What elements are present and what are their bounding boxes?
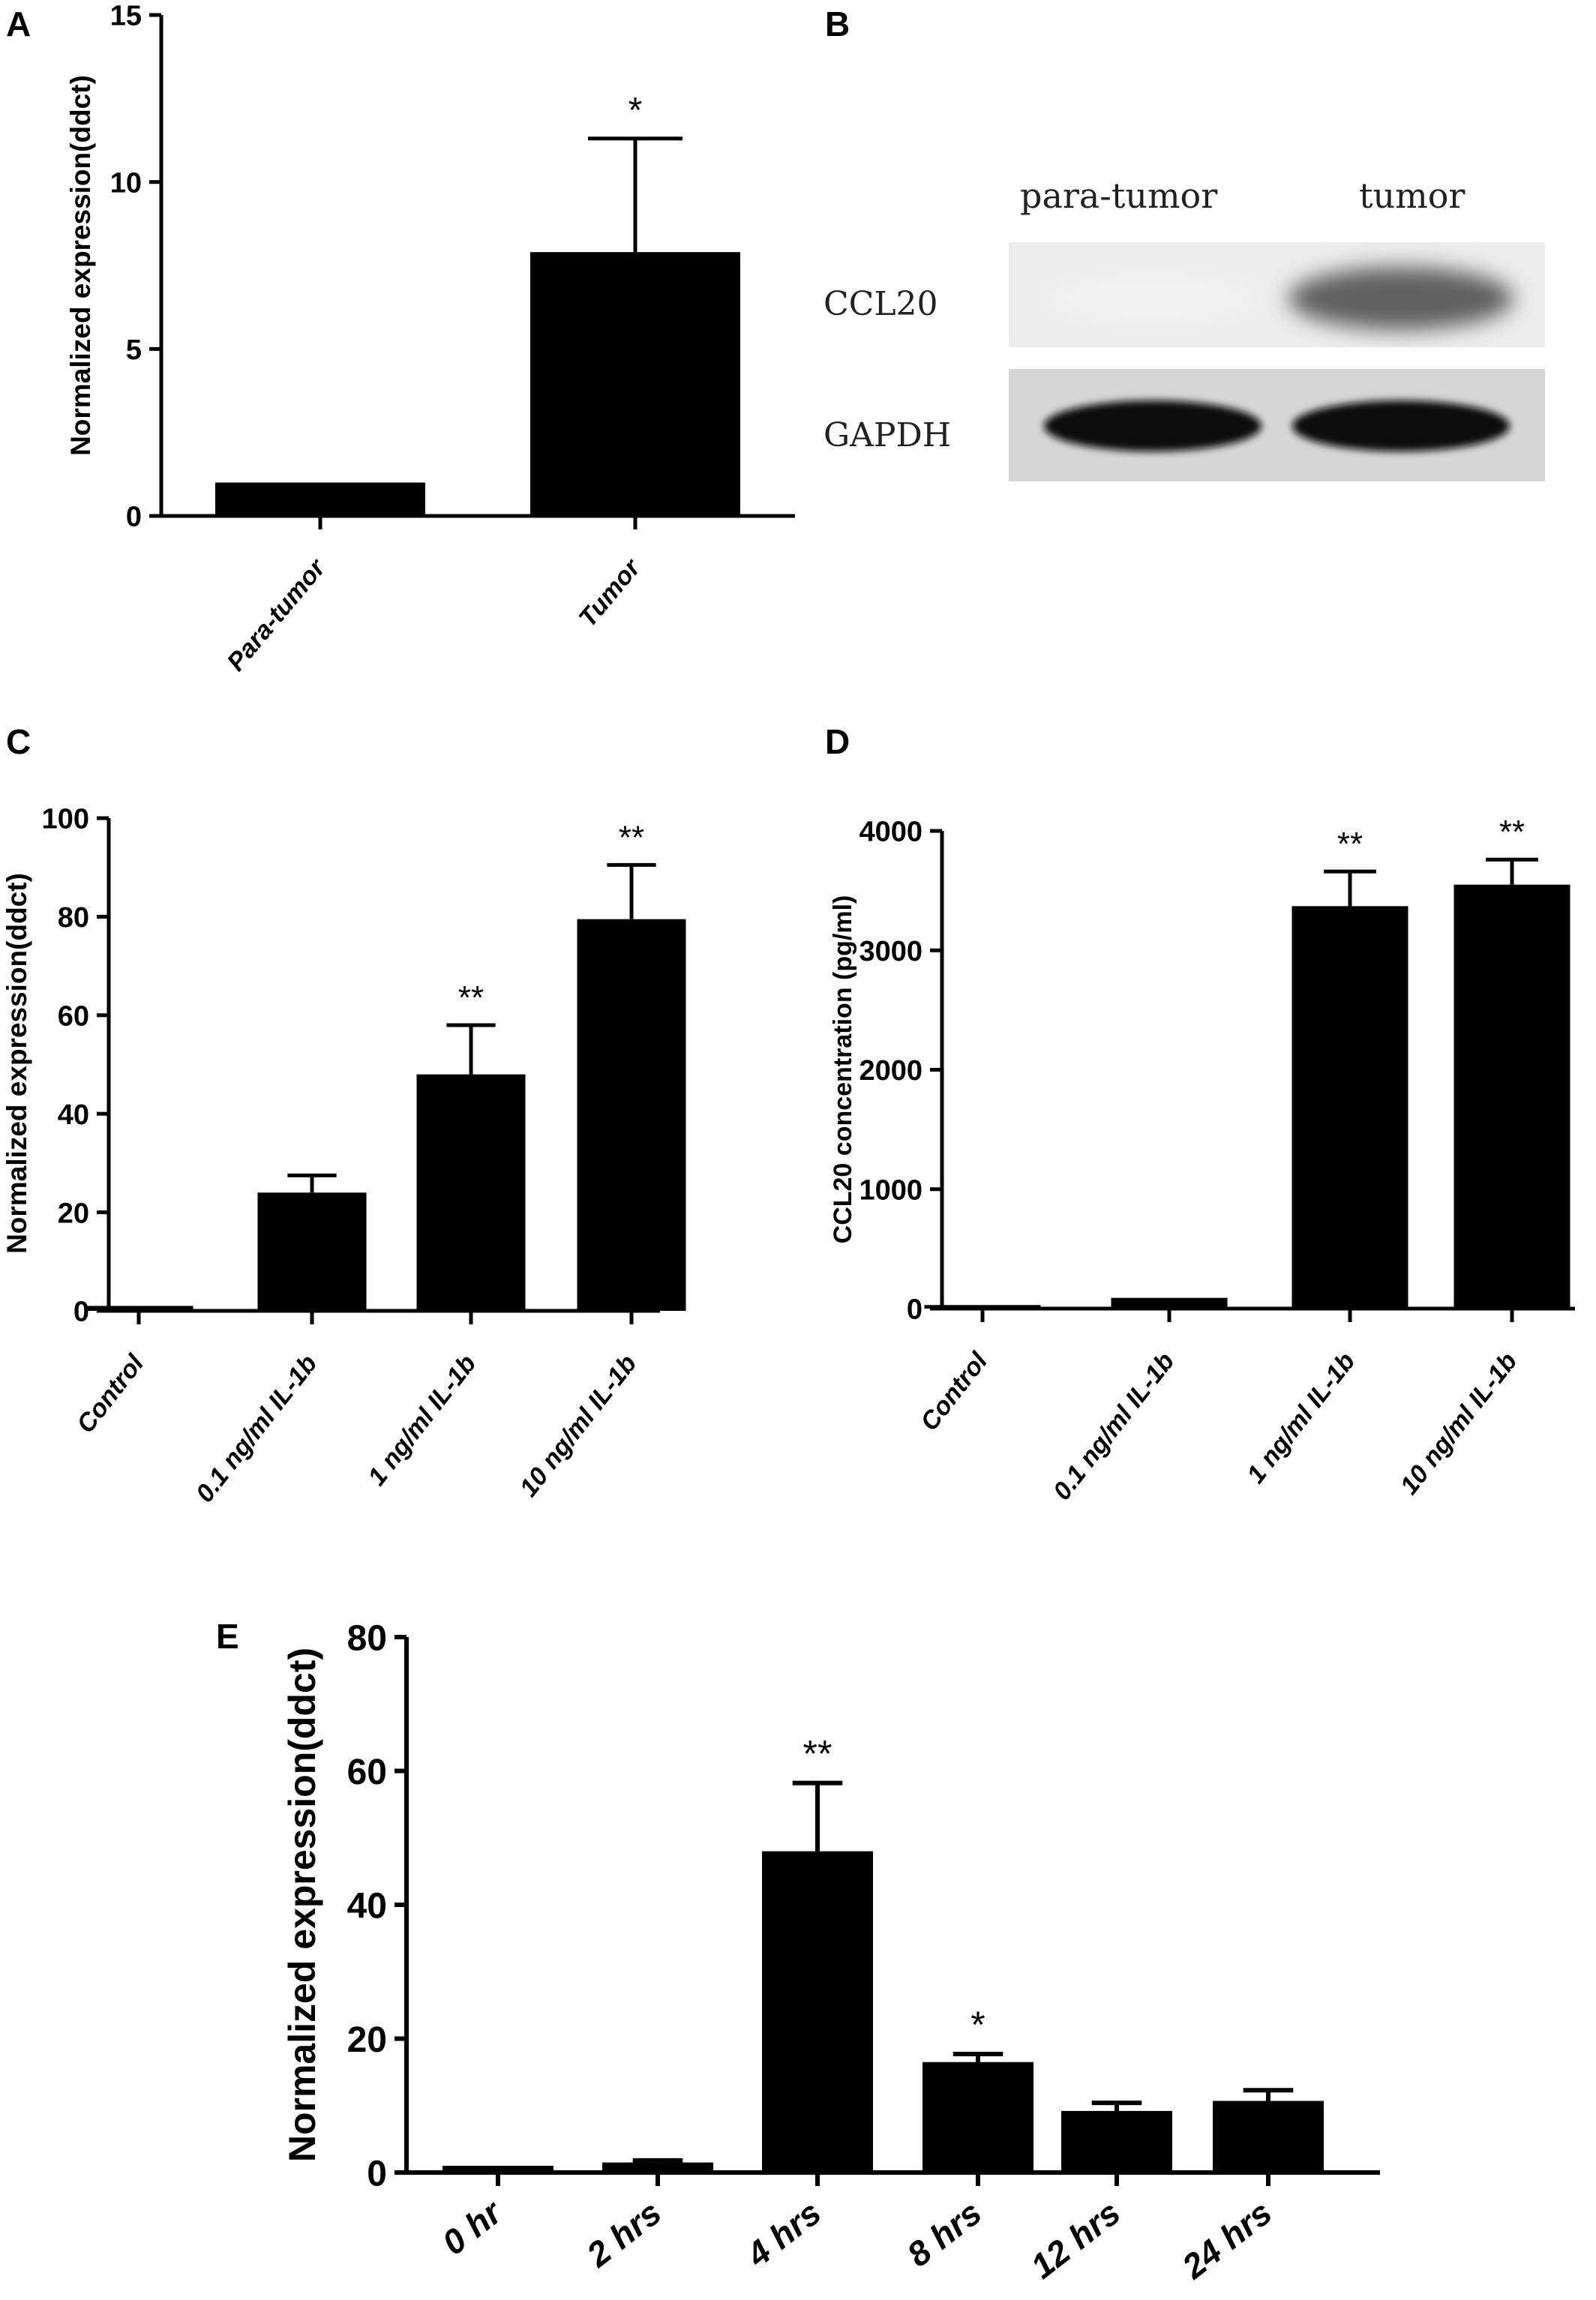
bar — [1111, 1297, 1228, 1309]
y-axis-title-c: Normalized expression(ddct) — [2, 873, 32, 1254]
y-tick-label: 0 — [126, 502, 142, 533]
y-tick-label: 0 — [907, 1294, 922, 1326]
x-tick-label: Para-tumor — [221, 553, 332, 676]
blot-band-ccl20 — [1288, 267, 1514, 330]
y-tick-label: 40 — [58, 1099, 89, 1131]
panel-letter-e: E — [216, 1617, 239, 1656]
blot-column-label-tumor: tumor — [1359, 175, 1465, 216]
x-tick-label: 1 ng/ml IL-1b — [362, 1350, 482, 1492]
y-tick-label: 20 — [58, 1198, 89, 1229]
x-tick-label: Tumor — [573, 553, 646, 632]
bar — [762, 1851, 873, 2173]
x-tick-label: 1 ng/ml IL-1b — [1241, 1348, 1360, 1489]
y-tick-label: 3000 — [859, 936, 922, 967]
western-blot: para-tumor tumor CCL20 GAPDH — [824, 175, 1545, 481]
y-tick-label: 10 — [110, 167, 142, 199]
panel-letter-a: A — [6, 4, 31, 43]
y-tick-label: 60 — [347, 1753, 387, 1792]
y-tick-label: 100 — [42, 804, 89, 835]
bar — [215, 482, 425, 516]
chart-panel-d: 0 1000 2000 3000 4000 CCL20 concentration (pg… — [829, 814, 1575, 1506]
x-tick-label: 12 hrs — [1023, 2193, 1127, 2286]
y-tick-label: 40 — [347, 1886, 387, 1926]
significance-marker: ** — [458, 979, 484, 1016]
blot-column-label-para-tumor: para-tumor — [1020, 175, 1217, 216]
blot-band-gapdh — [1044, 400, 1262, 451]
y-tick-label: 80 — [58, 902, 89, 934]
y-axis-title-e: Normalized expression(ddct) — [281, 1648, 323, 2162]
bar — [84, 1306, 194, 1311]
x-tick-label: 24 hrs — [1174, 2193, 1280, 2287]
significance-marker: * — [970, 2004, 985, 2046]
x-tick-label: 0.1 ng/ml IL-1b — [190, 1350, 323, 1508]
bar — [442, 2166, 554, 2173]
bar — [257, 1192, 367, 1311]
bar — [1292, 906, 1408, 1309]
x-tick-label: 8 hrs — [899, 2193, 988, 2275]
y-tick-label: 0 — [74, 1297, 89, 1328]
chart-panel-e: 0 20 40 60 80 Normalized expression(ddct) 0 hr… — [281, 1618, 1380, 2287]
y-axis-title-a: Normalized expression(ddct) — [65, 75, 96, 456]
blot-band-ccl20 — [1040, 267, 1265, 330]
blot-row-label-ccl20: CCL20 — [824, 285, 938, 323]
y-tick-label: 15 — [110, 1, 142, 32]
bar — [1213, 2101, 1324, 2173]
bar — [1061, 2110, 1172, 2173]
x-tick-label: 4 hrs — [739, 2193, 828, 2275]
panel-letter-d: D — [825, 722, 850, 761]
y-tick-label: 5 — [126, 334, 142, 366]
y-tick-label: 20 — [347, 2020, 387, 2060]
blot-band-gapdh — [1292, 400, 1510, 451]
significance-marker: ** — [1499, 814, 1525, 850]
bar — [577, 919, 686, 1311]
bar — [1454, 884, 1570, 1309]
bar — [602, 2162, 713, 2173]
x-tick-label: 10 ng/ml IL-1b — [1395, 1348, 1523, 1501]
bar — [922, 2062, 1034, 2173]
significance-marker: ** — [619, 819, 644, 856]
x-tick-label: 0 hr — [435, 2192, 510, 2263]
significance-marker: ** — [1337, 826, 1363, 862]
x-tick-label: 2 hrs — [579, 2193, 668, 2275]
y-tick-label: 2000 — [859, 1055, 922, 1087]
blot-row-label-gapdh: GAPDH — [824, 416, 951, 454]
chart-panel-c: 0 20 40 60 80 100 Normalized expression(ddct) C… — [2, 804, 686, 1508]
x-tick-label: Control — [71, 1348, 150, 1438]
x-tick-label: 0.1 ng/ml IL-1b — [1048, 1348, 1180, 1506]
significance-marker: * — [628, 91, 643, 130]
panel-letter-b: B — [825, 4, 850, 43]
significance-marker: ** — [803, 1733, 832, 1775]
x-tick-label: 10 ng/ml IL-1b — [514, 1350, 643, 1503]
y-tick-label: 0 — [367, 2154, 387, 2194]
y-tick-label: 4000 — [859, 817, 922, 848]
chart-panel-a: 0 5 10 15 Normalized expression(ddct) Para-tu… — [65, 1, 795, 676]
bar — [530, 252, 740, 516]
panel-letter-c: C — [6, 722, 31, 761]
bar — [416, 1074, 526, 1311]
blot-bands — [1040, 267, 1514, 451]
bar — [924, 1305, 1041, 1309]
y-tick-label: 1000 — [859, 1174, 922, 1206]
x-tick-label: Control — [915, 1346, 994, 1436]
y-tick-label: 60 — [58, 1000, 89, 1032]
y-tick-label: 80 — [347, 1618, 387, 1658]
y-axis-title-d: CCL20 concentration (pg/ml) — [829, 895, 857, 1244]
